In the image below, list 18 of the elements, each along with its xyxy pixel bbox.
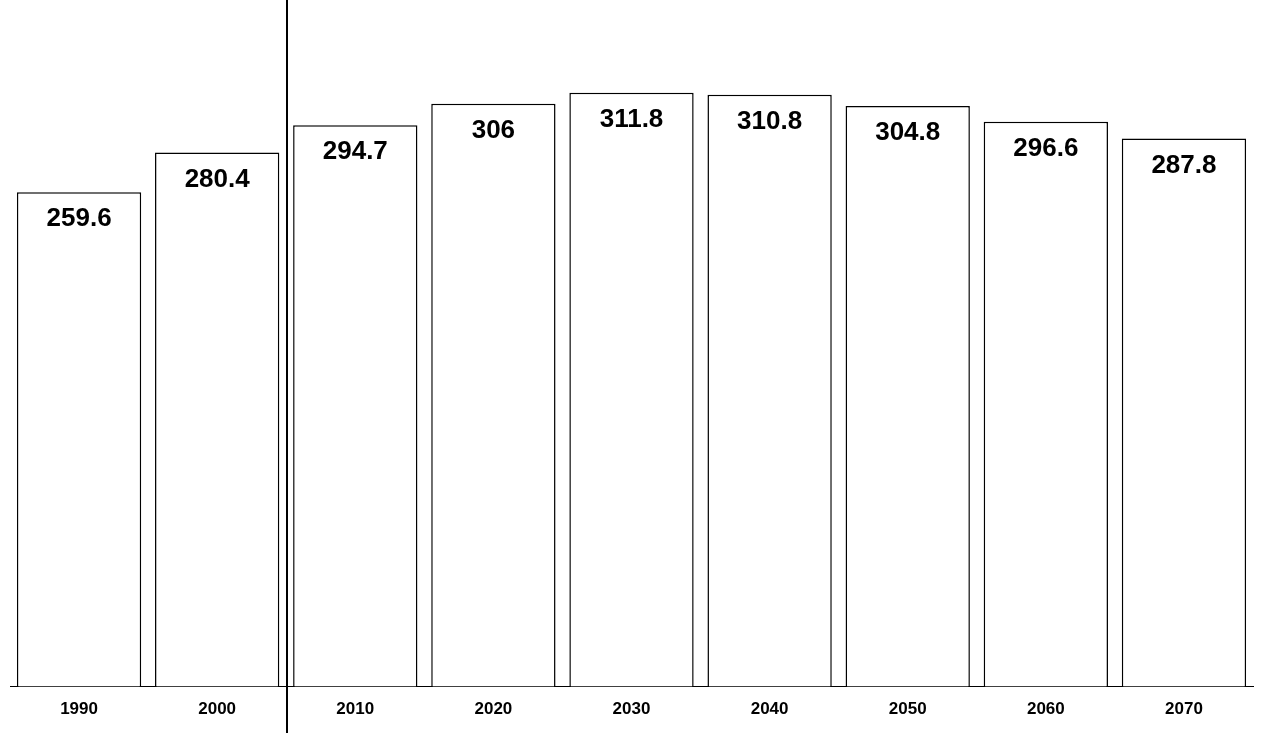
data-label: 304.8	[875, 116, 941, 147]
data-label: 259.6	[46, 202, 112, 233]
x-tick-label: 2050	[888, 699, 927, 719]
x-tick-label: 1990	[60, 699, 98, 719]
data-label: 296.6	[1013, 131, 1079, 162]
x-tick-label: 2010	[336, 699, 375, 719]
data-label: 310.8	[737, 104, 803, 135]
x-tick-label: 2030	[612, 699, 651, 719]
x-tick-label: 2020	[474, 699, 513, 719]
data-label: 280.4	[184, 162, 251, 193]
x-tick-label: 2060	[1026, 699, 1065, 719]
data-label: 306	[471, 113, 516, 144]
data-label: 294.7	[322, 135, 388, 166]
data-label: 287.8	[1151, 148, 1217, 179]
x-tick-label: 2070	[1165, 699, 1203, 719]
x-tick-label: 2000	[198, 699, 237, 719]
x-tick-label: 2040	[750, 699, 789, 719]
data-label: 311.8	[599, 102, 664, 133]
